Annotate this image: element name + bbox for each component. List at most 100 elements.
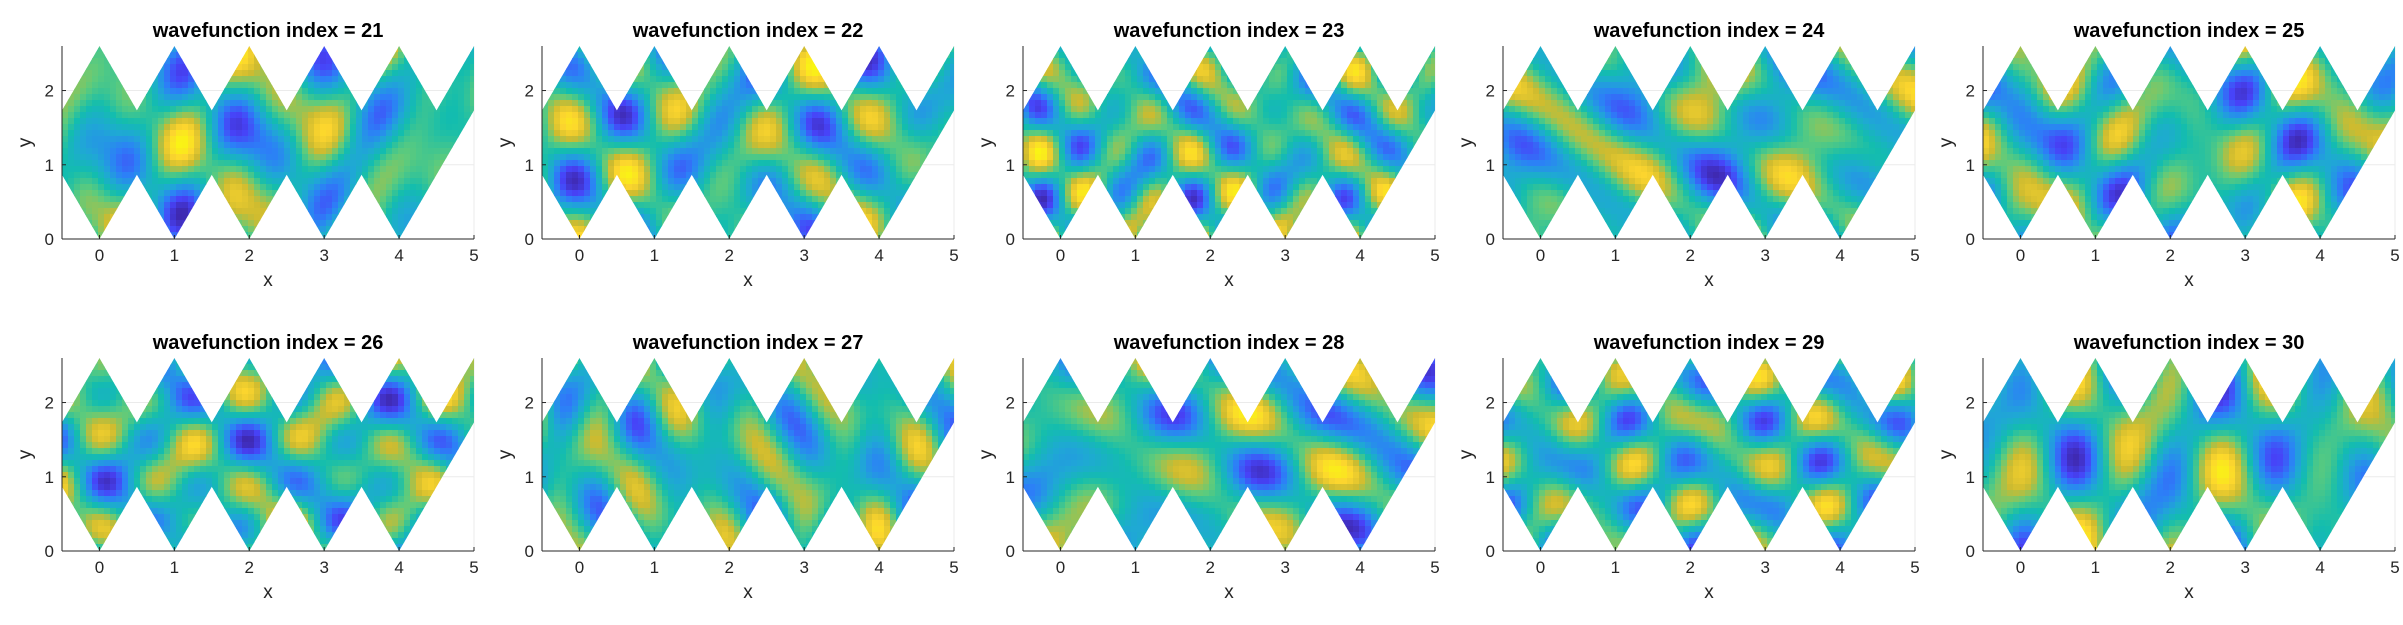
heatmap-cell [878,64,885,71]
heatmap-cell [164,196,171,203]
heatmap-cell [98,130,105,137]
heatmap-cell [866,88,873,95]
heatmap-cell [794,82,801,89]
heatmap-cell [170,190,177,197]
heatmap-cell [308,124,315,131]
heatmap-cell [242,214,249,221]
heatmap-cell [86,118,93,125]
heatmap-cell [248,202,255,209]
heatmap-cell [932,82,939,89]
heatmap-cell [302,172,309,179]
heatmap-cell [836,154,843,161]
heatmap-cell [884,94,891,101]
heatmap-cell [314,58,321,65]
heatmap-cell [860,118,867,125]
heatmap-cell [722,214,729,221]
heatmap-cell [938,94,945,101]
heatmap-cell [854,100,861,107]
heatmap-cell [392,52,399,59]
heatmap-cell [62,166,69,173]
heatmap-cell [740,178,747,185]
heatmap-cell [428,178,435,185]
heatmap-cell [734,166,741,173]
heatmap-cell [812,184,819,191]
heatmap-cell [452,100,459,107]
heatmap-cell [170,100,177,107]
heatmap-cell [722,70,729,77]
heatmap-cell [236,202,243,209]
heatmap-cell [374,124,381,131]
heatmap-cell [566,184,573,191]
heatmap-cell [158,130,165,137]
heatmap-cell [314,70,321,77]
heatmap-cell [578,88,585,95]
heatmap-cell [380,184,387,191]
heatmap-cell [770,160,777,167]
heatmap-cell [140,118,147,125]
heatmap-cell [254,76,261,83]
heatmap-cell [308,70,315,77]
heatmap-cell [176,226,183,233]
heatmap-cell [644,220,651,227]
heatmap-cell [326,178,333,185]
heatmap-cell [638,100,645,107]
heatmap-cell [92,154,99,161]
heatmap-cell [692,124,699,131]
heatmap-cell [806,88,813,95]
heatmap-cell [92,208,99,215]
heatmap-cell [260,82,267,89]
heatmap-cell [386,166,393,173]
heatmap-cell [752,154,759,161]
heatmap-cell [404,184,411,191]
heatmap-cell [350,112,357,119]
heatmap-cell [326,214,333,221]
heatmap-cell [74,88,81,95]
heatmap-cell [566,76,573,83]
heatmap-cell [368,166,375,173]
heatmap-cell [908,178,915,185]
heatmap-cell [320,112,327,119]
heatmap-cell [542,166,549,173]
heatmap-cell [218,124,225,131]
heatmap-cell [302,154,309,161]
heatmap-cell [230,142,237,149]
heatmap-cell [890,172,897,179]
heatmap-cell [746,94,753,101]
heatmap-cell [182,172,189,179]
heatmap-cell [830,148,837,155]
heatmap-cell [758,124,765,131]
heatmap-cell [434,136,441,143]
heatmap-cell [440,112,447,119]
heatmap-cell [284,112,291,119]
heatmap-cell [896,154,903,161]
heatmap-cell [386,214,393,221]
heatmap-cell [602,88,609,95]
heatmap-cell [452,130,459,137]
heatmap-cell [608,124,615,131]
heatmap-cell [800,76,807,83]
heatmap-cell [896,196,903,203]
heatmap-cell [596,118,603,125]
heatmap-cell [404,118,411,125]
heatmap-cell [656,202,663,209]
heatmap-cell [932,94,939,101]
heatmap-cell [200,94,207,101]
heatmap-cell [152,82,159,89]
heatmap-cell [350,100,357,107]
heatmap-cell [872,106,879,113]
heatmap-cell [782,166,789,173]
heatmap-cell [788,100,795,107]
heatmap-cell [212,130,219,137]
heatmap-cell [1035,112,1042,119]
heatmap-cell [236,160,243,167]
heatmap-cell [818,118,825,125]
heatmap-cell [272,184,279,191]
heatmap-cell [350,184,357,191]
heatmap-cell [1035,184,1042,191]
heatmap-cell [614,112,621,119]
heatmap-cell [758,142,765,149]
heatmap-cell [1041,184,1048,191]
heatmap-cell [422,142,429,149]
heatmap-cell [812,130,819,137]
heatmap-cell [770,166,777,173]
